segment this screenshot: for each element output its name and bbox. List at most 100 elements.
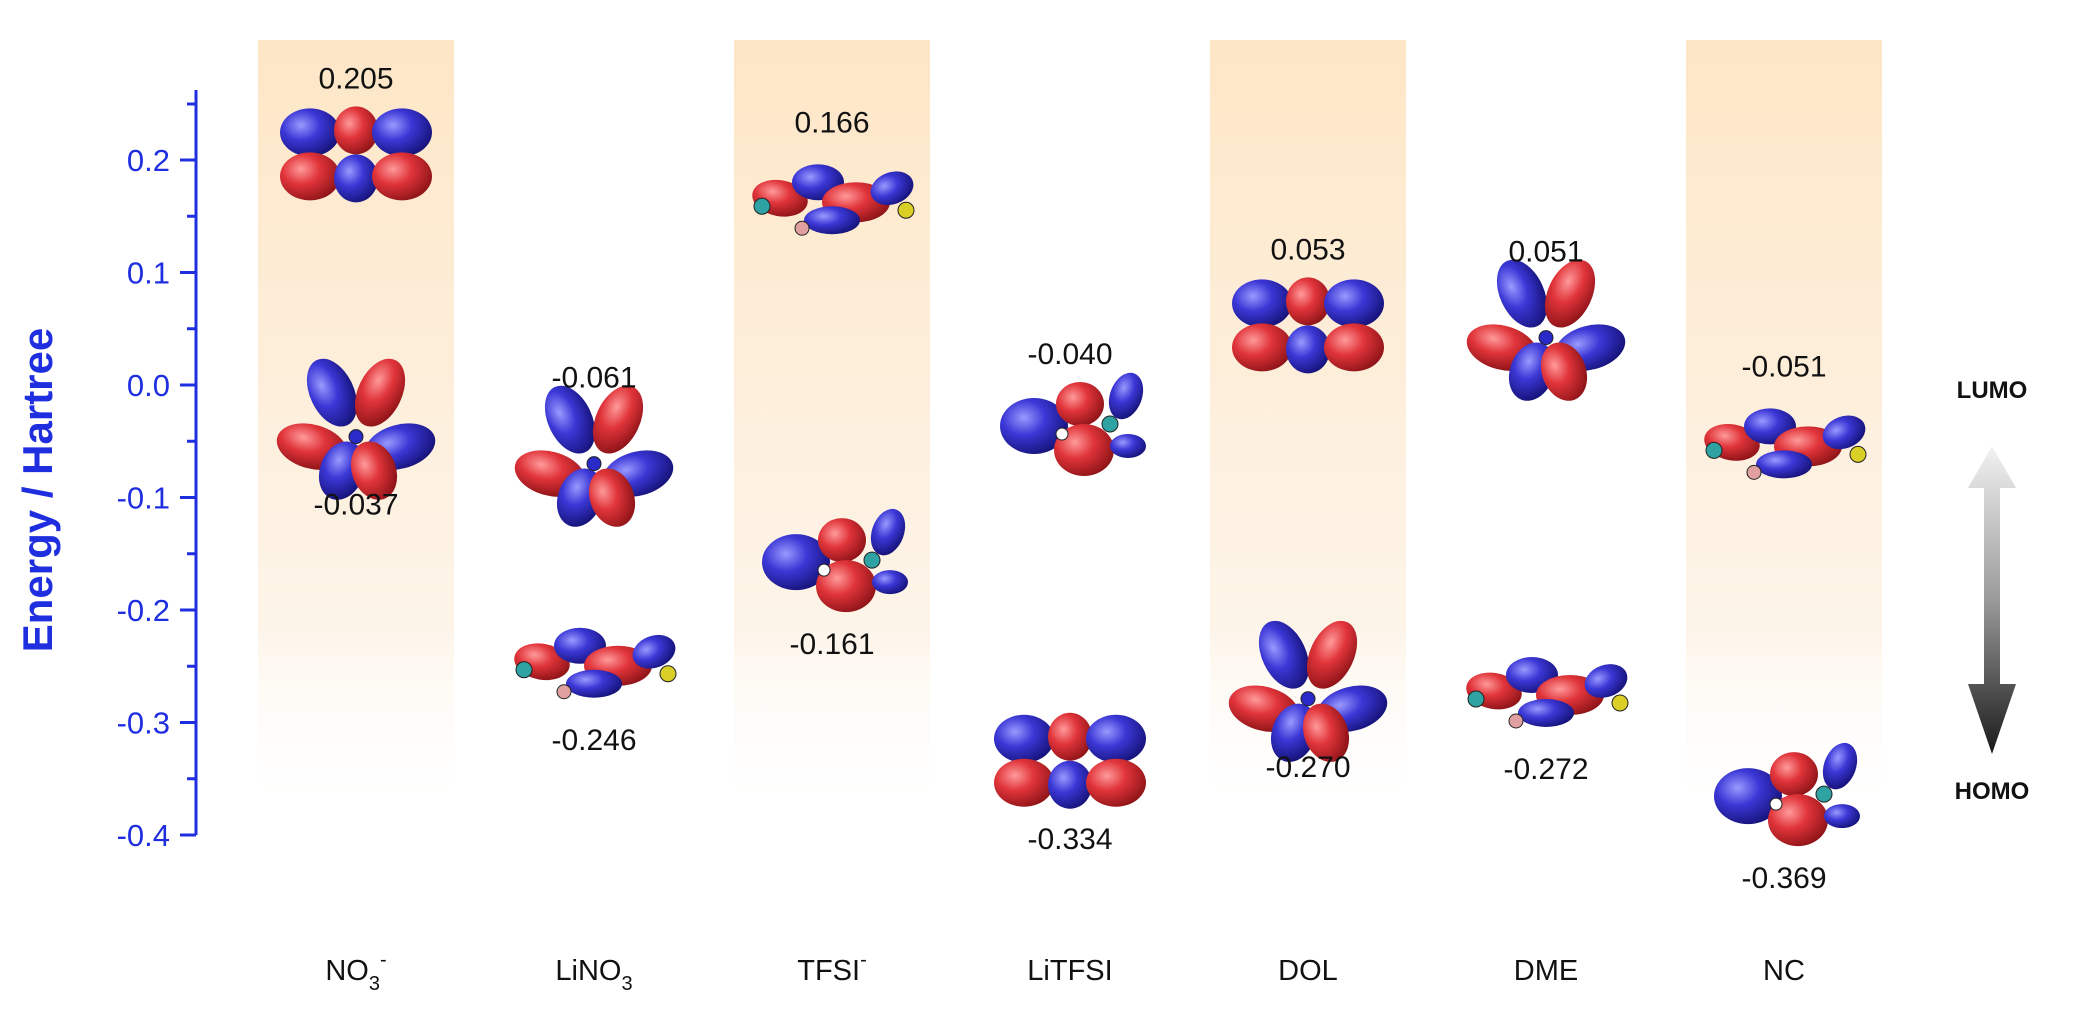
negative-lobe — [1824, 804, 1860, 829]
column-shade — [734, 40, 930, 820]
positive-lobe — [372, 152, 432, 201]
category-label: NO3- — [325, 949, 386, 995]
positive-lobe — [1768, 794, 1828, 847]
homo-value-label: -0.161 — [789, 628, 874, 661]
homo-orbital — [1714, 742, 1860, 847]
lumo-value-label: -0.051 — [1741, 350, 1826, 383]
positive-lobe — [1302, 703, 1350, 762]
negative-lobe — [334, 154, 378, 203]
atom — [1508, 713, 1524, 729]
atom — [556, 684, 572, 700]
atom — [1849, 445, 1867, 463]
positive-lobe — [354, 358, 406, 427]
positive-lobe — [1544, 259, 1596, 328]
gap-arrow-icon — [1968, 446, 2016, 754]
negative-lobe — [1086, 714, 1146, 763]
positive-lobe — [280, 152, 340, 201]
gap-arrow-group: LUMO HOMO — [1955, 377, 2030, 805]
negative-lobe — [994, 714, 1054, 763]
positive-lobe — [1286, 277, 1330, 326]
negative-lobe — [1108, 372, 1144, 420]
atom — [659, 665, 677, 683]
atom — [1705, 441, 1723, 459]
atom — [794, 220, 810, 236]
lumo-orbital — [1000, 372, 1146, 476]
lumo-value-label: -0.040 — [1027, 338, 1112, 371]
category-label: TFSI- — [797, 949, 867, 987]
negative-lobe — [1324, 279, 1384, 328]
atom — [897, 201, 915, 219]
positive-lobe — [1306, 620, 1358, 689]
positive-lobe — [1056, 382, 1104, 426]
category-label: DME — [1514, 955, 1578, 987]
atom — [863, 551, 881, 569]
homo-orbital — [994, 712, 1146, 809]
positive-lobe — [1770, 752, 1818, 797]
lumo-value-label: 0.053 — [1270, 233, 1345, 266]
negative-lobe — [544, 385, 596, 454]
y-tick-label: -0.3 — [117, 706, 170, 741]
negative-lobe — [1822, 742, 1858, 790]
atom — [348, 429, 364, 445]
lumo-value-label: 0.166 — [794, 106, 869, 139]
negative-lobe — [632, 634, 676, 669]
atom — [1055, 427, 1069, 441]
positive-lobe — [816, 560, 876, 613]
negative-lobe — [1714, 768, 1782, 825]
lumo-orbital — [1466, 259, 1626, 401]
atom — [1101, 415, 1119, 433]
positive-lobe — [334, 106, 378, 155]
negative-lobe — [280, 108, 340, 157]
y-axis: 0.2 0.1 0.0 -0.1 -0.2 -0.3 -0.4 Energy / Hartre… — [14, 90, 198, 853]
atom — [1746, 464, 1762, 480]
negative-lobe — [372, 108, 432, 157]
lumo-orbital — [1232, 277, 1384, 374]
atom — [1538, 330, 1554, 346]
negative-lobe — [1496, 259, 1548, 328]
negative-lobe — [1110, 434, 1146, 458]
homo-orbital — [1466, 657, 1629, 729]
positive-lobe — [350, 441, 398, 500]
y-tick-label: -0.4 — [117, 818, 170, 853]
homo-orbital — [514, 627, 677, 700]
atom — [817, 563, 831, 577]
lumo-value-label: 0.051 — [1508, 236, 1583, 269]
lumo-label: LUMO — [1957, 377, 2028, 404]
positive-lobe — [1324, 323, 1384, 372]
homo-value-label: -0.272 — [1503, 753, 1588, 786]
positive-lobe — [1232, 323, 1292, 372]
positive-lobe — [1540, 342, 1588, 401]
y-axis-title: Energy / Hartree — [14, 328, 61, 652]
negative-lobe — [1286, 325, 1330, 374]
value-labels: 0.205 -0.037 -0.061 -0.246 0.166 -0.161 -0.040… — [313, 62, 1826, 895]
negative-lobe — [1822, 415, 1866, 450]
homo-value-label: -0.369 — [1741, 862, 1826, 895]
positive-lobe — [1054, 424, 1114, 476]
lumo-value-label: 0.205 — [318, 62, 393, 95]
positive-lobe — [1048, 712, 1092, 761]
homo-value-label: -0.270 — [1265, 751, 1350, 784]
lumo-orbital — [1704, 408, 1867, 480]
y-tick-label: 0.2 — [127, 143, 170, 178]
atom — [1611, 694, 1629, 712]
lumo-orbital — [752, 164, 915, 236]
y-tick-label: 0.0 — [127, 368, 170, 403]
atom — [1815, 785, 1833, 803]
homo-value-label: -0.246 — [551, 724, 636, 757]
y-tick-label: 0.1 — [127, 256, 170, 291]
positive-lobe — [588, 468, 636, 527]
atom — [515, 661, 533, 679]
homo-value-label: -0.334 — [1027, 823, 1112, 856]
lumo-orbital — [514, 385, 674, 527]
negative-lobe — [306, 358, 358, 427]
positive-lobe — [994, 758, 1054, 807]
negative-lobe — [1232, 279, 1292, 328]
category-label: LiTFSI — [1027, 955, 1112, 987]
negative-lobe — [1584, 664, 1628, 698]
positive-lobe — [818, 518, 866, 563]
negative-lobe — [870, 171, 914, 206]
homo-value-label: -0.037 — [313, 489, 398, 522]
homo-orbital — [1228, 620, 1388, 762]
category-labels: NO3- LiNO3 TFSI- LiTFSI DOL DME NC — [325, 949, 1805, 995]
